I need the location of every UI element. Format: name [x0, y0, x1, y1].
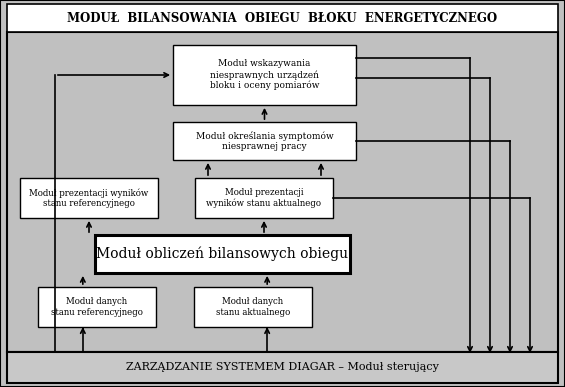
Text: Moduł wskazywania
niesprawnych urządzeń
bloku i oceny pomiarów: Moduł wskazywania niesprawnych urządzeń …	[210, 60, 319, 91]
Bar	[194, 287, 312, 327]
Text: MODUŁ  BILANSOWANIA  OBIEGU  BŁOKU  ENERGETYCZNEGO: MODUŁ BILANSOWANIA OBIEGU BŁOKU ENERGETY…	[67, 12, 498, 24]
Text: ZARZĄDZANIE SYSTEMEM DIAGAR – Moduł sterujący: ZARZĄDZANIE SYSTEMEM DIAGAR – Moduł ster…	[126, 363, 439, 373]
Bar	[7, 352, 558, 383]
Bar	[7, 4, 558, 32]
Bar	[173, 45, 356, 105]
Text: Moduł określania symptomów
niesprawnej pracy: Moduł określania symptomów niesprawnej p…	[195, 131, 333, 151]
Text: Moduł danych
stanu aktualnego: Moduł danych stanu aktualnego	[216, 297, 290, 317]
Text: Moduł danych
stanu referencyjnego: Moduł danych stanu referencyjnego	[51, 297, 143, 317]
Bar	[7, 32, 558, 352]
Text: Moduł prezentacji wyników
stanu referencyjnego: Moduł prezentacji wyników stanu referenc…	[29, 188, 149, 208]
Text: Moduł obliczeń bilansowych obiegu: Moduł obliczeń bilansowych obiegu	[97, 247, 349, 261]
Text: Moduł prezentacji
wyników stanu aktualnego: Moduł prezentacji wyników stanu aktualne…	[206, 188, 321, 208]
Bar	[38, 287, 156, 327]
Bar	[173, 122, 356, 160]
Bar	[20, 178, 158, 218]
Bar	[95, 235, 350, 273]
Bar	[195, 178, 333, 218]
